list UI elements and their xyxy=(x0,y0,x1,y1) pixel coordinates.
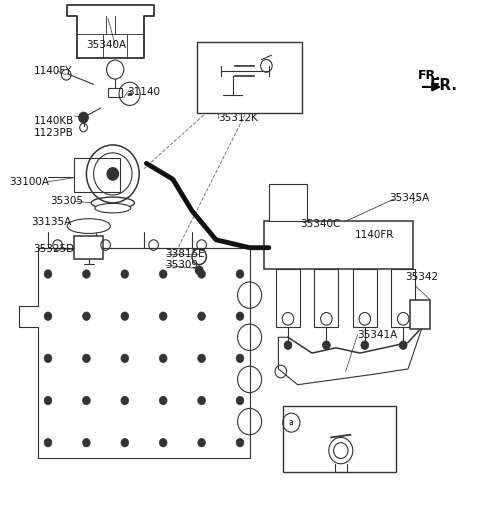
Text: 35341A: 35341A xyxy=(358,330,398,339)
Circle shape xyxy=(79,112,88,123)
Text: 35312K: 35312K xyxy=(218,113,258,123)
Text: 35305: 35305 xyxy=(50,197,84,206)
Text: FR.: FR. xyxy=(418,69,441,82)
Bar xyxy=(108,88,122,97)
Circle shape xyxy=(83,312,90,320)
Circle shape xyxy=(159,438,167,447)
Circle shape xyxy=(399,341,407,349)
Ellipse shape xyxy=(91,197,134,209)
Circle shape xyxy=(83,354,90,363)
Circle shape xyxy=(159,396,167,405)
Circle shape xyxy=(121,396,129,405)
Text: 31337F: 31337F xyxy=(319,419,360,429)
Text: 1140KB: 1140KB xyxy=(34,116,74,126)
Bar xyxy=(269,184,307,221)
Circle shape xyxy=(195,266,203,275)
Circle shape xyxy=(198,396,205,405)
Circle shape xyxy=(44,270,52,278)
Text: 33100A: 33100A xyxy=(10,177,49,187)
Circle shape xyxy=(236,270,244,278)
Circle shape xyxy=(198,438,205,447)
Circle shape xyxy=(284,341,292,349)
Bar xyxy=(74,158,120,192)
Circle shape xyxy=(159,354,167,363)
Circle shape xyxy=(121,354,129,363)
Bar xyxy=(410,300,430,329)
Text: 33135A: 33135A xyxy=(31,218,72,227)
Bar xyxy=(74,236,103,259)
Text: 35310: 35310 xyxy=(230,45,264,55)
Circle shape xyxy=(236,312,244,320)
Circle shape xyxy=(121,312,129,320)
Text: 35345A: 35345A xyxy=(389,193,429,202)
Bar xyxy=(314,269,338,327)
Circle shape xyxy=(198,354,205,363)
Circle shape xyxy=(83,396,90,405)
Bar xyxy=(353,269,377,327)
Text: 1123PB: 1123PB xyxy=(34,128,73,138)
Circle shape xyxy=(44,438,52,447)
Bar xyxy=(283,406,396,472)
Ellipse shape xyxy=(95,203,131,213)
Text: 35342: 35342 xyxy=(406,272,439,281)
Circle shape xyxy=(107,168,119,180)
Circle shape xyxy=(361,341,369,349)
Text: 1140FR: 1140FR xyxy=(355,230,395,239)
Text: 35309: 35309 xyxy=(166,260,199,270)
Text: 1140FY: 1140FY xyxy=(34,66,72,76)
Text: a: a xyxy=(289,418,294,427)
Text: a: a xyxy=(290,418,297,427)
Circle shape xyxy=(44,396,52,405)
Circle shape xyxy=(44,354,52,363)
Bar xyxy=(391,269,415,327)
Bar xyxy=(276,269,300,327)
Circle shape xyxy=(83,270,90,278)
Text: FR.: FR. xyxy=(430,78,457,93)
Circle shape xyxy=(83,438,90,447)
Circle shape xyxy=(236,396,244,405)
Circle shape xyxy=(198,270,205,278)
Circle shape xyxy=(236,354,244,363)
Text: 31140: 31140 xyxy=(127,87,160,97)
Circle shape xyxy=(159,270,167,278)
Circle shape xyxy=(121,438,129,447)
Text: a: a xyxy=(127,89,132,99)
Circle shape xyxy=(44,312,52,320)
Circle shape xyxy=(121,270,129,278)
Circle shape xyxy=(159,312,167,320)
Circle shape xyxy=(236,438,244,447)
Ellipse shape xyxy=(67,219,110,233)
Text: 35340C: 35340C xyxy=(300,219,340,229)
Text: 35340A: 35340A xyxy=(86,40,127,50)
Circle shape xyxy=(198,312,205,320)
Bar xyxy=(197,42,302,113)
Text: 35325D: 35325D xyxy=(34,244,75,253)
Circle shape xyxy=(323,341,330,349)
Text: 33815E: 33815E xyxy=(166,249,205,259)
Bar xyxy=(264,221,413,269)
